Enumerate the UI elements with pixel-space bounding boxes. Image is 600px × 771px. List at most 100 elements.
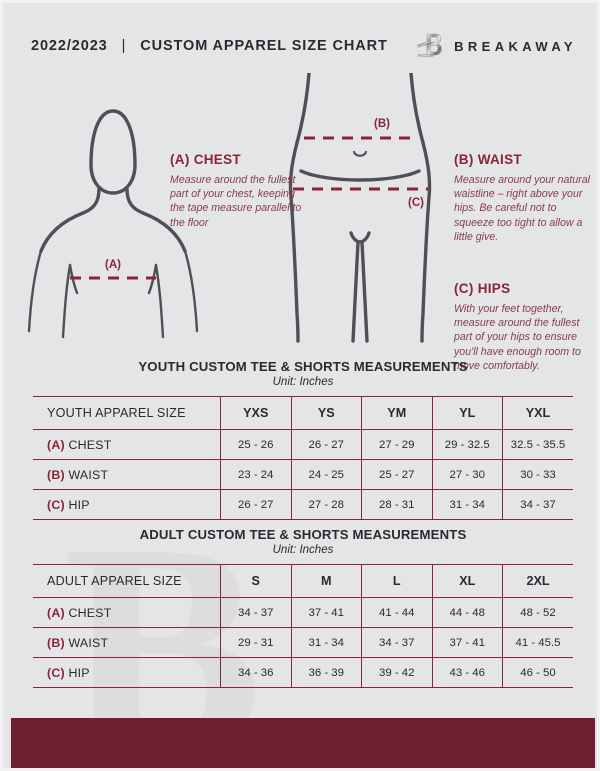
adult-cell-2-2: 39 - 42: [361, 657, 433, 688]
adult-cell-0-4: 48 - 52: [502, 597, 573, 628]
adult-cell-0-1: 37 - 41: [290, 597, 362, 628]
youth-table-title: YOUTH CUSTOM TEE & SHORTS MEASUREMENTS: [138, 359, 468, 374]
waist-marker-label: (B): [374, 118, 390, 130]
adult-row-label-1: (B) WAIST: [33, 627, 221, 658]
youth-row-name-2: HIP: [68, 497, 90, 512]
title-separator: |: [121, 38, 127, 54]
youth-row-tag-0: (A): [47, 437, 65, 452]
adult-col-header-3: XL: [431, 564, 503, 598]
youth-col-header-1: YS: [290, 396, 362, 430]
adult-cell-1-1: 31 - 34: [290, 627, 362, 658]
youth-size-table: YOUTH APPAREL SIZE YXS YS YM YL YXL (A) …: [33, 396, 573, 520]
adult-cell-1-3: 37 - 41: [431, 627, 503, 658]
adult-table-body: ADULT APPAREL SIZE S M L XL 2XL (A) CHES…: [33, 564, 573, 688]
youth-table-body: YOUTH APPAREL SIZE YXS YS YM YL YXL (A) …: [33, 396, 573, 520]
youth-row-label-1: (B) WAIST: [33, 459, 221, 490]
note-hips-body: With your feet together, measure around …: [454, 303, 581, 372]
adult-cell-0-2: 41 - 44: [361, 597, 433, 628]
youth-col-header-4: YXL: [502, 396, 573, 430]
youth-row-name-0: CHEST: [68, 437, 112, 452]
adult-row-name-0: CHEST: [68, 605, 112, 620]
adult-col-header-4: 2XL: [502, 564, 573, 598]
youth-cell-2-4: 34 - 37: [502, 489, 573, 520]
hip-marker-label: (C): [408, 197, 424, 209]
youth-cell-1-4: 30 - 33: [502, 459, 573, 490]
adult-cell-1-4: 41 - 45.5: [502, 627, 573, 658]
adult-table-unit: Unit: Inches: [272, 544, 334, 556]
page-title: 2022/2023 | CUSTOM APPAREL SIZE CHART: [31, 38, 388, 54]
note-chest-body: Measure around the fullest part of your …: [170, 174, 302, 229]
youth-cell-1-2: 25 - 27: [361, 459, 433, 490]
youth-cell-1-0: 23 - 24: [220, 459, 292, 490]
youth-cell-2-3: 31 - 34: [431, 489, 503, 520]
youth-cell-2-2: 28 - 31: [361, 489, 433, 520]
youth-cell-0-0: 25 - 26: [220, 429, 292, 460]
youth-cell-0-3: 29 - 32.5: [431, 429, 503, 460]
adult-table-header-row: ADULT APPAREL SIZE S M L XL 2XL: [33, 564, 573, 598]
adult-size-table: ADULT APPAREL SIZE S M L XL 2XL (A) CHES…: [33, 564, 573, 688]
lower-body-figure: (B) (C): [288, 73, 432, 343]
youth-row-tag-2: (C): [47, 497, 65, 512]
chart-title-label: CUSTOM APPAREL SIZE CHART: [140, 38, 388, 54]
youth-row-name-1: WAIST: [68, 467, 109, 482]
note-hips: (C) HIPS With your feet together, measur…: [454, 281, 596, 373]
adult-cell-2-4: 46 - 50: [502, 657, 573, 688]
adult-row-name-2: HIP: [68, 665, 90, 680]
chest-marker-label: (A): [105, 259, 121, 271]
youth-col-header-2: YM: [361, 396, 433, 430]
youth-corner-label: YOUTH APPAREL SIZE: [33, 396, 221, 430]
table-row: (B) WAIST 29 - 31 31 - 34 34 - 37 37 - 4…: [33, 627, 573, 658]
youth-size-block: YOUTH CUSTOM TEE & SHORTS MEASUREMENTS U…: [33, 359, 573, 520]
youth-row-label-2: (C) HIP: [33, 489, 221, 520]
adult-cell-0-3: 44 - 48: [431, 597, 503, 628]
adult-cell-2-0: 34 - 36: [220, 657, 292, 688]
adult-size-block: ADULT CUSTOM TEE & SHORTS MEASUREMENTS U…: [33, 527, 573, 688]
youth-row-label-0: (A) CHEST: [33, 429, 221, 460]
adult-row-tag-0: (A): [47, 605, 65, 620]
adult-row-tag-2: (C): [47, 665, 65, 680]
adult-row-name-1: WAIST: [68, 635, 109, 650]
brand-name: BREAKAWAY: [454, 38, 577, 54]
youth-col-header-0: YXS: [220, 396, 292, 430]
youth-cell-2-1: 27 - 28: [290, 489, 362, 520]
measurement-diagrams: (A) (B) (C): [3, 73, 597, 372]
youth-col-header-3: YL: [431, 396, 503, 430]
youth-cell-0-2: 27 - 29: [361, 429, 433, 460]
adult-row-tag-1: (B): [47, 635, 65, 650]
youth-table-header-row: YOUTH APPAREL SIZE YXS YS YM YL YXL: [33, 396, 573, 430]
note-waist: (B) WAIST Measure around your natural wa…: [454, 152, 596, 244]
adult-col-header-1: M: [290, 564, 362, 598]
season-label: 2022/2023: [31, 38, 108, 54]
youth-row-tag-1: (B): [47, 467, 65, 482]
page-header: 2022/2023 | CUSTOM APPAREL SIZE CHART: [3, 29, 597, 63]
youth-cell-0-1: 26 - 27: [290, 429, 362, 460]
youth-cell-0-4: 32.5 - 35.5: [502, 429, 573, 460]
table-row: (A) CHEST 34 - 37 37 - 41 41 - 44 44 - 4…: [33, 597, 573, 628]
navel-mark: [352, 150, 368, 157]
youth-cell-1-3: 27 - 30: [431, 459, 503, 490]
adult-cell-2-3: 43 - 46: [431, 657, 503, 688]
adult-cell-1-2: 34 - 37: [361, 627, 433, 658]
table-row: (C) HIP 26 - 27 27 - 28 28 - 31 31 - 34 …: [33, 489, 573, 520]
adult-cell-2-1: 36 - 39: [290, 657, 362, 688]
adult-col-header-0: S: [220, 564, 292, 598]
youth-cell-2-0: 26 - 27: [220, 489, 292, 520]
breakaway-b-logo-icon: [417, 33, 442, 57]
brand-lockup: BREAKAWAY: [416, 31, 577, 61]
table-row: (A) CHEST 25 - 26 26 - 27 27 - 29 29 - 3…: [33, 429, 573, 460]
note-chest: (A) CHEST Measure around the fullest par…: [170, 152, 302, 230]
note-waist-body: Measure around your natural waistline – …: [454, 174, 591, 243]
adult-corner-label: ADULT APPAREL SIZE: [33, 564, 221, 598]
footer-bar: [11, 718, 595, 768]
adult-cell-1-0: 29 - 31: [220, 627, 292, 658]
table-row: (B) WAIST 23 - 24 24 - 25 25 - 27 27 - 3…: [33, 459, 573, 490]
upper-body-figure: (A): [27, 109, 199, 339]
note-waist-title: (B) WAIST: [454, 152, 522, 167]
adult-col-header-2: L: [361, 564, 433, 598]
youth-table-unit: Unit: Inches: [272, 376, 334, 388]
adult-cell-0-0: 34 - 37: [220, 597, 292, 628]
note-chest-title: (A) CHEST: [170, 152, 241, 167]
adult-table-title: ADULT CUSTOM TEE & SHORTS MEASUREMENTS: [139, 527, 467, 542]
table-row: (C) HIP 34 - 36 36 - 39 39 - 42 43 - 46 …: [33, 657, 573, 688]
youth-cell-1-1: 24 - 25: [290, 459, 362, 490]
